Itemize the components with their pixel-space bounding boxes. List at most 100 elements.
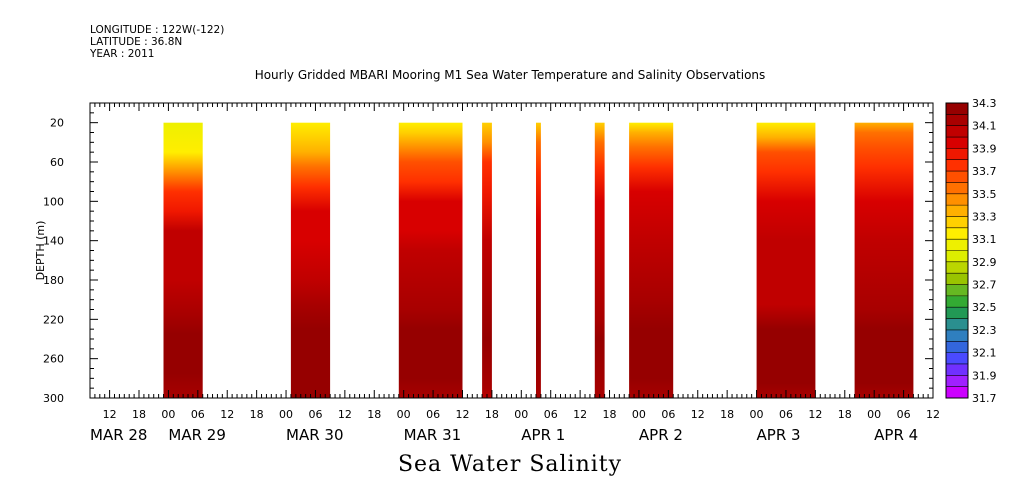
x-tick-label: 06 bbox=[661, 408, 675, 421]
colorbar-label: 33.3 bbox=[972, 210, 997, 223]
x-day-label: MAR 31 bbox=[404, 426, 461, 444]
y-tick-label: 220 bbox=[43, 313, 64, 326]
colorbar-swatch bbox=[946, 114, 968, 126]
x-tick-label: 18 bbox=[132, 408, 146, 421]
colorbar-swatch bbox=[946, 137, 968, 149]
colorbar-label: 32.7 bbox=[972, 279, 997, 292]
colorbar-swatch bbox=[946, 386, 968, 399]
x-day-label: MAR 28 bbox=[90, 426, 147, 444]
colorbar-swatch bbox=[946, 307, 968, 319]
x-tick-label: 06 bbox=[308, 408, 322, 421]
colorbar-swatch bbox=[946, 216, 968, 229]
x-tick-label: 12 bbox=[338, 408, 352, 421]
longitude-label: LONGITUDE : 122W(-122) bbox=[90, 24, 225, 36]
x-tick-label: 06 bbox=[426, 408, 440, 421]
colorbar-swatch bbox=[946, 295, 968, 308]
x-tick-label: 18 bbox=[367, 408, 381, 421]
colorbar-swatch bbox=[946, 341, 968, 353]
colorbar-swatch bbox=[946, 148, 968, 161]
colorbar-label: 34.3 bbox=[972, 97, 997, 110]
colorbar-label: 33.1 bbox=[972, 233, 997, 246]
colorbar-swatch bbox=[946, 318, 968, 331]
salinity-segment bbox=[290, 122, 331, 398]
x-day-label: APR 1 bbox=[521, 426, 565, 444]
colorbar-swatch bbox=[946, 182, 968, 195]
x-day-label: APR 3 bbox=[757, 426, 801, 444]
colorbar-label: 33.7 bbox=[972, 165, 997, 178]
salinity-segment bbox=[482, 122, 492, 398]
x-tick-label: 12 bbox=[808, 408, 822, 421]
variable-label: Sea Water Salinity bbox=[397, 452, 623, 477]
x-tick-label: 12 bbox=[573, 408, 587, 421]
x-tick-label: 06 bbox=[779, 408, 793, 421]
latitude-label: LATITUDE : 36.8N bbox=[90, 36, 183, 48]
x-tick-label: 18 bbox=[485, 408, 499, 421]
salinity-segment bbox=[629, 122, 674, 398]
x-tick-label: 00 bbox=[867, 408, 881, 421]
year-label: YEAR : 2011 bbox=[90, 48, 155, 60]
x-day-label: MAR 29 bbox=[168, 426, 225, 444]
colorbar-label: 32.9 bbox=[972, 256, 997, 269]
salinity-segment bbox=[163, 122, 203, 398]
colorbar-swatch bbox=[946, 103, 968, 115]
x-tick-label: 12 bbox=[926, 408, 940, 421]
colorbar-swatch bbox=[946, 363, 968, 376]
x-tick-label: 18 bbox=[838, 408, 852, 421]
x-tick-label: 18 bbox=[603, 408, 617, 421]
x-tick-label: 18 bbox=[720, 408, 734, 421]
colorbar-swatch bbox=[946, 205, 968, 217]
colorbar-label: 33.5 bbox=[972, 188, 997, 201]
colorbar-swatch bbox=[946, 125, 968, 138]
x-tick-label: 00 bbox=[750, 408, 764, 421]
x-tick-label: 00 bbox=[397, 408, 411, 421]
salinity-segment bbox=[756, 122, 816, 398]
colorbar-swatch bbox=[946, 159, 968, 172]
data-layer bbox=[163, 122, 914, 398]
colorbar-label: 31.7 bbox=[972, 392, 997, 405]
colorbar-label: 31.9 bbox=[972, 369, 997, 382]
y-tick-label: 260 bbox=[43, 353, 64, 366]
y-tick-label: 60 bbox=[50, 156, 64, 169]
x-tick-label: 00 bbox=[161, 408, 175, 421]
colorbar-swatch bbox=[946, 250, 968, 263]
colorbar: 34.3 34.1 33.9 33.7 33.5 33.3 33.1 32.9 32.7 32.5… bbox=[945, 97, 997, 405]
x-tick-label: 00 bbox=[632, 408, 646, 421]
x-tick-label: 18 bbox=[250, 408, 264, 421]
salinity-segment bbox=[854, 122, 914, 398]
colorbar-swatch bbox=[946, 375, 968, 387]
salinity-segment bbox=[594, 122, 605, 398]
y-tick-label: 20 bbox=[50, 117, 64, 130]
x-tick-label: 12 bbox=[220, 408, 234, 421]
y-tick-label: 300 bbox=[43, 392, 64, 405]
x-tick-label: 06 bbox=[897, 408, 911, 421]
salinity-segment bbox=[536, 122, 541, 398]
x-tick-label: 06 bbox=[191, 408, 205, 421]
colorbar-label: 34.1 bbox=[972, 120, 997, 133]
x-tick-label: 12 bbox=[455, 408, 469, 421]
colorbar-swatch bbox=[946, 352, 968, 365]
colorbar-label: 32.3 bbox=[972, 324, 997, 337]
colorbar-swatch bbox=[946, 284, 968, 297]
y-tick-label: 100 bbox=[43, 195, 64, 208]
colorbar-swatch bbox=[946, 193, 968, 206]
x-day-label: APR 4 bbox=[874, 426, 918, 444]
colorbar-swatch bbox=[946, 261, 968, 274]
colorbar-label: 33.9 bbox=[972, 142, 997, 155]
y-tick-label: 180 bbox=[43, 274, 64, 287]
x-day-label: APR 2 bbox=[639, 426, 683, 444]
y-axis-label: DEPTH (m) bbox=[34, 221, 47, 281]
colorbar-swatch bbox=[946, 329, 968, 342]
x-tick-label: 00 bbox=[279, 408, 293, 421]
x-tick-label: 12 bbox=[691, 408, 705, 421]
colorbar-swatch bbox=[946, 227, 968, 240]
x-tick-label: 06 bbox=[544, 408, 558, 421]
colorbar-swatch bbox=[946, 171, 968, 183]
salinity-segment bbox=[398, 122, 463, 398]
colorbar-swatch bbox=[946, 273, 968, 285]
x-day-label: MAR 30 bbox=[286, 426, 343, 444]
colorbar-label: 32.1 bbox=[972, 347, 997, 360]
y-tick-label: 140 bbox=[43, 235, 64, 248]
axes-layer: 20 60 100 140 180 220 260 300 DEPTH (m) 12 18 00 06 1… bbox=[34, 102, 940, 444]
x-tick-label: 12 bbox=[103, 408, 117, 421]
